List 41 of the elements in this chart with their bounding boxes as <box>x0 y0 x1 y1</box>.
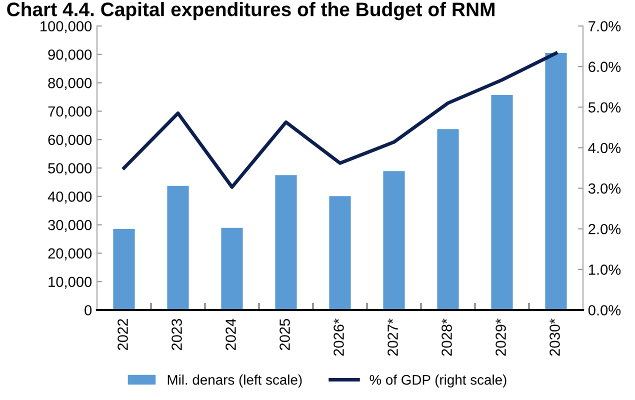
chart-title: Chart 4.4. Capital expenditures of the Budget of RNM <box>7 2 494 20</box>
bar <box>437 129 459 310</box>
y2-tick-label: 2.0% <box>588 224 621 234</box>
y2-tick-label: 1.0% <box>588 264 621 275</box>
y-tick-label: 40,000 <box>48 192 92 204</box>
y-tick-label: 70,000 <box>48 106 92 118</box>
x-tick-label: 2030* <box>550 318 560 356</box>
y-tick-label: 60,000 <box>48 134 92 147</box>
y2-tick-label: 7.0% <box>588 21 621 32</box>
y-tick-label: 50,000 <box>48 163 92 176</box>
legend-label: % of GDP (right scale) <box>370 374 506 388</box>
bar <box>167 186 189 310</box>
y-tick-label: 90,000 <box>48 50 92 62</box>
bar <box>113 229 135 310</box>
line-series <box>122 51 558 189</box>
y2-tick-label: 0.0% <box>588 305 621 316</box>
x-tick-label: 2028* <box>442 318 452 356</box>
y-tick-label: 20,000 <box>48 248 92 260</box>
x-tick-label: 2026* <box>334 318 344 356</box>
legend-label: Mil. denars (left scale) <box>168 374 302 388</box>
x-tick-label: 2024 <box>226 318 236 350</box>
bar <box>491 95 513 310</box>
bar <box>221 228 243 310</box>
bar <box>545 52 567 310</box>
y-tick-label: 10,000 <box>48 276 92 289</box>
x-tick-label: 2029* <box>496 318 506 356</box>
y-tick-label: 30,000 <box>48 220 92 232</box>
bar <box>329 196 351 310</box>
y-tick-label: 80,000 <box>48 78 92 90</box>
bar <box>383 171 405 310</box>
y2-tick-label: 5.0% <box>588 102 621 113</box>
bar <box>275 175 297 310</box>
x-tick-label: 2025 <box>280 318 290 350</box>
y2-tick-label: 6.0% <box>588 62 621 72</box>
x-tick-label: 2022 <box>118 319 128 350</box>
y2-tick-label: 3.0% <box>588 183 621 194</box>
y2-tick-label: 4.0% <box>588 142 621 154</box>
x-tick-label: 2027* <box>388 318 398 356</box>
y-tick-label: 100,000 <box>40 21 92 34</box>
x-tick-label: 2023 <box>172 318 182 350</box>
y-tick-label: 0 <box>84 305 92 316</box>
